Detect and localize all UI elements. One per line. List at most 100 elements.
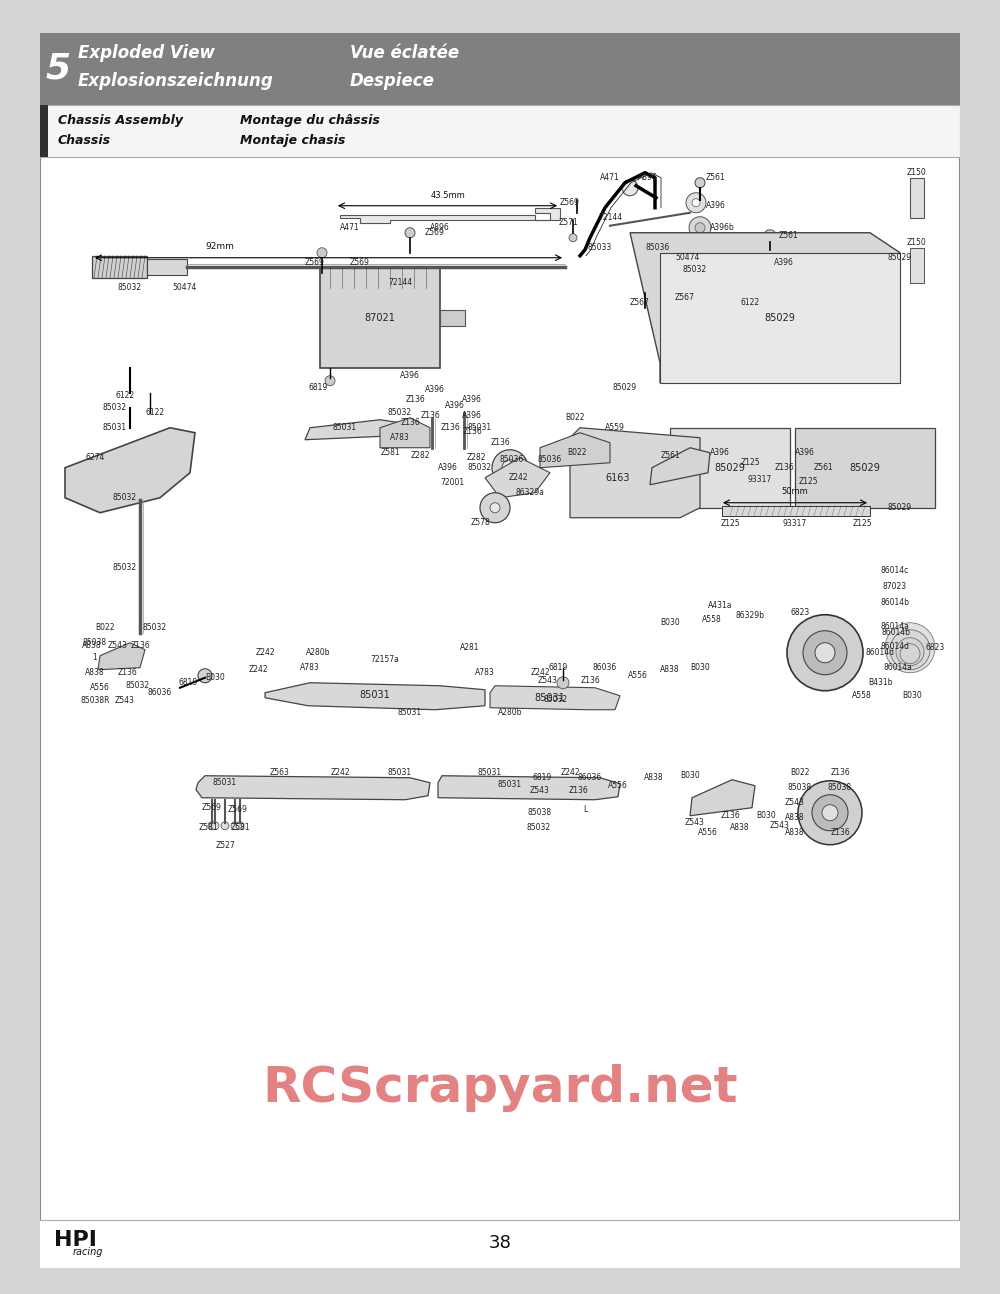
Text: Chassis Assembly: Chassis Assembly: [58, 114, 183, 127]
Text: 93317: 93317: [748, 475, 772, 484]
Circle shape: [812, 795, 848, 831]
Text: 6122: 6122: [740, 298, 760, 307]
Text: 6122: 6122: [145, 408, 165, 417]
Text: 85032: 85032: [113, 563, 137, 572]
Text: A280b: A280b: [498, 708, 522, 717]
Text: Z136: Z136: [774, 463, 794, 472]
Text: 85029: 85029: [850, 463, 880, 472]
Text: Z136: Z136: [720, 811, 740, 820]
Text: Chassis: Chassis: [58, 135, 111, 148]
Circle shape: [822, 805, 838, 820]
Text: 85036: 85036: [500, 455, 524, 465]
Text: Z561: Z561: [778, 232, 798, 241]
Text: A558: A558: [852, 691, 872, 700]
Polygon shape: [650, 448, 710, 485]
Circle shape: [757, 251, 775, 269]
Text: Z561: Z561: [660, 452, 680, 461]
Text: A559: A559: [605, 423, 625, 432]
Polygon shape: [490, 686, 620, 709]
Text: 85036: 85036: [538, 455, 562, 465]
Circle shape: [492, 450, 528, 485]
Polygon shape: [340, 208, 560, 223]
Text: Z543: Z543: [770, 822, 790, 831]
Text: 85029: 85029: [888, 254, 912, 263]
Bar: [722, 506, 870, 516]
Polygon shape: [196, 775, 430, 800]
Text: Z561: Z561: [705, 173, 725, 182]
Text: Z561: Z561: [813, 463, 833, 472]
Text: A396: A396: [400, 371, 420, 380]
Bar: [40, 105, 48, 157]
Text: 85038: 85038: [828, 783, 852, 792]
Circle shape: [787, 615, 863, 691]
Circle shape: [231, 822, 239, 829]
Text: 85029: 85029: [888, 503, 912, 512]
Text: Z136: Z136: [462, 427, 482, 436]
Circle shape: [480, 493, 510, 523]
Text: 86036: 86036: [593, 664, 617, 673]
Text: 85032: 85032: [118, 283, 142, 292]
Text: B030: B030: [756, 811, 776, 820]
Text: 85038: 85038: [528, 809, 552, 818]
Polygon shape: [438, 775, 620, 800]
Text: 85032: 85032: [113, 493, 137, 502]
Text: 72157a: 72157a: [371, 655, 399, 664]
Text: Z569: Z569: [305, 259, 325, 268]
Circle shape: [208, 822, 216, 829]
Text: 6163: 6163: [606, 472, 630, 483]
Text: Z125: Z125: [852, 519, 872, 528]
Text: Z567: Z567: [675, 294, 695, 303]
Text: 85029: 85029: [715, 463, 745, 472]
Bar: [910, 247, 924, 282]
Text: 85032: 85032: [388, 408, 412, 417]
Text: 38: 38: [489, 1233, 511, 1251]
Text: 86036: 86036: [148, 688, 172, 697]
Text: Vue éclatée: Vue éclatée: [350, 44, 459, 62]
Text: Z581: Z581: [198, 823, 218, 832]
Text: Z242: Z242: [255, 648, 275, 657]
Bar: [147, 259, 187, 274]
Text: Z136: Z136: [405, 395, 425, 404]
Circle shape: [221, 822, 229, 829]
Text: Z282: Z282: [466, 453, 486, 462]
Bar: [40, 32, 960, 105]
Text: B022: B022: [95, 624, 115, 633]
Text: 50mm: 50mm: [782, 487, 808, 496]
Polygon shape: [540, 432, 610, 467]
Circle shape: [622, 180, 638, 195]
Circle shape: [569, 234, 577, 242]
Text: B022: B022: [790, 769, 810, 778]
Text: 85031: 85031: [535, 692, 565, 703]
Text: A783: A783: [475, 668, 495, 677]
Text: A396: A396: [425, 386, 445, 395]
Circle shape: [890, 630, 930, 670]
Text: 93317: 93317: [783, 519, 807, 528]
Text: A396b: A396b: [710, 224, 734, 232]
Text: 86014a: 86014a: [884, 664, 912, 673]
Text: Z581: Z581: [230, 823, 250, 832]
Text: 6823: 6823: [925, 643, 945, 652]
Text: Exploded View: Exploded View: [78, 44, 215, 62]
Text: 85032: 85032: [544, 695, 568, 704]
Text: 86329b: 86329b: [736, 611, 765, 620]
Text: A838: A838: [785, 813, 805, 822]
Circle shape: [325, 375, 335, 386]
Text: 85032: 85032: [126, 681, 150, 690]
Text: Z242: Z242: [248, 665, 268, 674]
Text: Z563: Z563: [270, 769, 290, 778]
Text: 50474: 50474: [676, 254, 700, 263]
Polygon shape: [65, 428, 195, 512]
Text: Z136: Z136: [490, 439, 510, 448]
Text: Explosionszeichnung: Explosionszeichnung: [78, 71, 274, 89]
Text: 43.5mm: 43.5mm: [430, 190, 465, 199]
Text: Z136: Z136: [130, 642, 150, 650]
Text: 85031: 85031: [360, 690, 390, 700]
Circle shape: [405, 228, 415, 238]
Circle shape: [317, 247, 327, 258]
Text: A838: A838: [82, 642, 102, 650]
Text: 85036: 85036: [646, 243, 670, 252]
Text: A471: A471: [600, 173, 620, 182]
Text: 85031: 85031: [398, 708, 422, 717]
Polygon shape: [305, 419, 400, 440]
Text: Z571: Z571: [558, 219, 578, 228]
